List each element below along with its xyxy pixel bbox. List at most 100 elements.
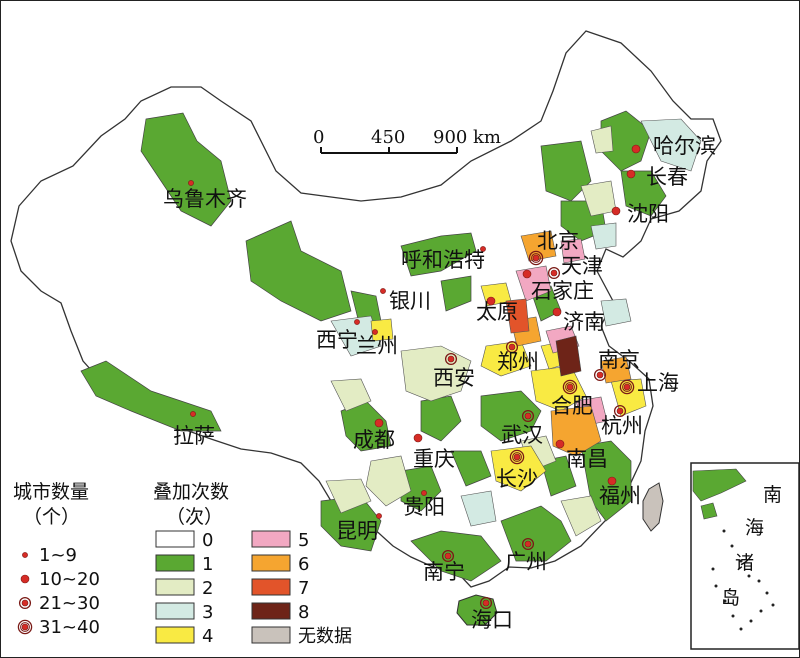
legend-city-marker-2 <box>18 596 32 610</box>
legend-city-marker-3 <box>17 619 33 635</box>
city-label-9: 太原 <box>476 300 518 324</box>
city-label-4: 北京 <box>537 229 579 253</box>
legend-city-marker-0 <box>22 552 28 558</box>
legend-city-label-3: 31~40 <box>39 617 100 638</box>
legend-swatch-label-7: 7 <box>298 578 309 599</box>
inset-label-4: 岛 <box>721 587 740 609</box>
legend-overlay-times: 叠加次数 （次） 0 1 2 3 4 5 6 7 8 无数据 <box>153 481 352 647</box>
taiwan-island <box>642 482 664 532</box>
city-label-23: 长沙 <box>496 467 538 491</box>
city-label-28: 南宁 <box>423 560 465 584</box>
city-marker-5 <box>547 266 561 280</box>
city-marker-6 <box>480 246 486 252</box>
city-marker-3 <box>188 180 194 186</box>
city-marker-11 <box>354 319 360 325</box>
legend-overlay-unit: （次） <box>166 506 223 528</box>
legend-swatch-label-5: 5 <box>298 530 309 551</box>
legend-swatch-4 <box>155 626 195 644</box>
city-marker-16 <box>562 379 578 395</box>
city-label-20: 武汉 <box>501 423 543 447</box>
scale-unit: km <box>473 127 501 148</box>
city-label-0: 哈尔滨 <box>653 134 716 158</box>
city-label-30: 海口 <box>471 608 513 632</box>
scale-tick-0: 0 <box>313 127 324 148</box>
city-marker-24 <box>555 439 565 449</box>
city-marker-4 <box>528 250 544 266</box>
legend-swatch-label-2: 2 <box>202 578 213 599</box>
overlay-7-regions <box>505 298 530 334</box>
city-label-24: 南昌 <box>566 447 608 471</box>
city-label-26: 福州 <box>599 484 641 508</box>
legend-swatch-8 <box>251 602 291 620</box>
city-label-17: 上海 <box>637 371 679 395</box>
city-marker-14 <box>593 368 607 382</box>
legend-city-count: 城市数量 （个） 1~9 10~20 21~30 31~40 <box>13 481 100 638</box>
city-marker-21 <box>613 404 627 418</box>
city-marker-19 <box>374 418 384 428</box>
city-marker-10 <box>552 307 562 317</box>
city-label-10: 济南 <box>563 310 605 334</box>
city-marker-26 <box>607 476 617 486</box>
legend-swatch-3 <box>155 602 195 620</box>
city-label-21: 杭州 <box>601 414 643 438</box>
scale-tick-450: 450 <box>371 127 405 148</box>
inset-label-2: 海 <box>745 517 764 539</box>
city-label-18: 拉萨 <box>173 424 215 448</box>
city-label-3: 乌鲁木齐 <box>163 187 247 211</box>
legend-swatch-1 <box>155 554 195 572</box>
legend-city-label-1: 10~20 <box>39 569 100 590</box>
legend-city-count-unit: （个） <box>23 506 80 528</box>
city-label-8: 银川 <box>389 289 431 313</box>
city-label-6: 呼和浩特 <box>401 248 485 272</box>
city-marker-8 <box>380 288 386 294</box>
city-marker-22 <box>413 433 423 443</box>
city-marker-1 <box>626 169 636 179</box>
legend-overlay-title: 叠加次数 <box>153 481 229 503</box>
legend-swatch-0 <box>155 530 195 548</box>
city-label-19: 成都 <box>353 428 395 452</box>
city-marker-12 <box>372 329 378 335</box>
city-marker-18 <box>190 411 196 417</box>
city-marker-7 <box>522 269 532 279</box>
city-marker-28 <box>441 549 455 563</box>
overlay-2-regions <box>325 125 617 537</box>
city-label-27: 昆明 <box>336 519 378 543</box>
overlay-1-regions <box>80 110 742 582</box>
legend-city-label-0: 1~9 <box>39 545 77 566</box>
city-label-5: 天津 <box>561 254 603 278</box>
south-sea-inset: 南 海 诸 岛 <box>690 462 799 650</box>
scale-tick-900: 900 <box>433 127 467 148</box>
inset-label-1: 南 <box>763 484 782 506</box>
legend-swatch-label-0: 0 <box>202 530 213 551</box>
legend-swatch-label-1: 1 <box>202 554 213 575</box>
city-marker-15 <box>444 352 458 366</box>
legend-swatch-label-9: 无数据 <box>298 626 352 647</box>
city-label-13: 郑州 <box>497 350 539 374</box>
legend-city-label-2: 21~30 <box>39 593 100 614</box>
city-marker-13 <box>505 340 519 354</box>
city-label-22: 重庆 <box>413 447 455 471</box>
legend-swatch-2 <box>155 578 195 596</box>
legend-swatch-5 <box>251 530 291 548</box>
overlay-8-regions <box>555 335 582 377</box>
city-marker-25 <box>421 490 427 496</box>
city-label-7: 石家庄 <box>531 279 594 303</box>
legend-swatch-label-4: 4 <box>202 626 213 647</box>
city-label-16: 合肥 <box>551 394 593 418</box>
city-label-11: 西宁 <box>316 328 358 352</box>
city-marker-29 <box>521 537 535 551</box>
legend-swatch-9 <box>251 626 291 644</box>
city-marker-30 <box>479 596 493 610</box>
legend-city-marker-1 <box>20 574 30 584</box>
city-marker-23 <box>509 449 525 465</box>
legend-swatch-7 <box>251 578 291 596</box>
city-label-12: 兰州 <box>356 334 398 358</box>
legend-swatch-6 <box>251 554 291 572</box>
city-label-2: 沈阳 <box>627 202 669 226</box>
city-marker-27 <box>376 513 382 519</box>
city-label-1: 长春 <box>646 165 688 189</box>
city-label-15: 西安 <box>433 366 475 390</box>
